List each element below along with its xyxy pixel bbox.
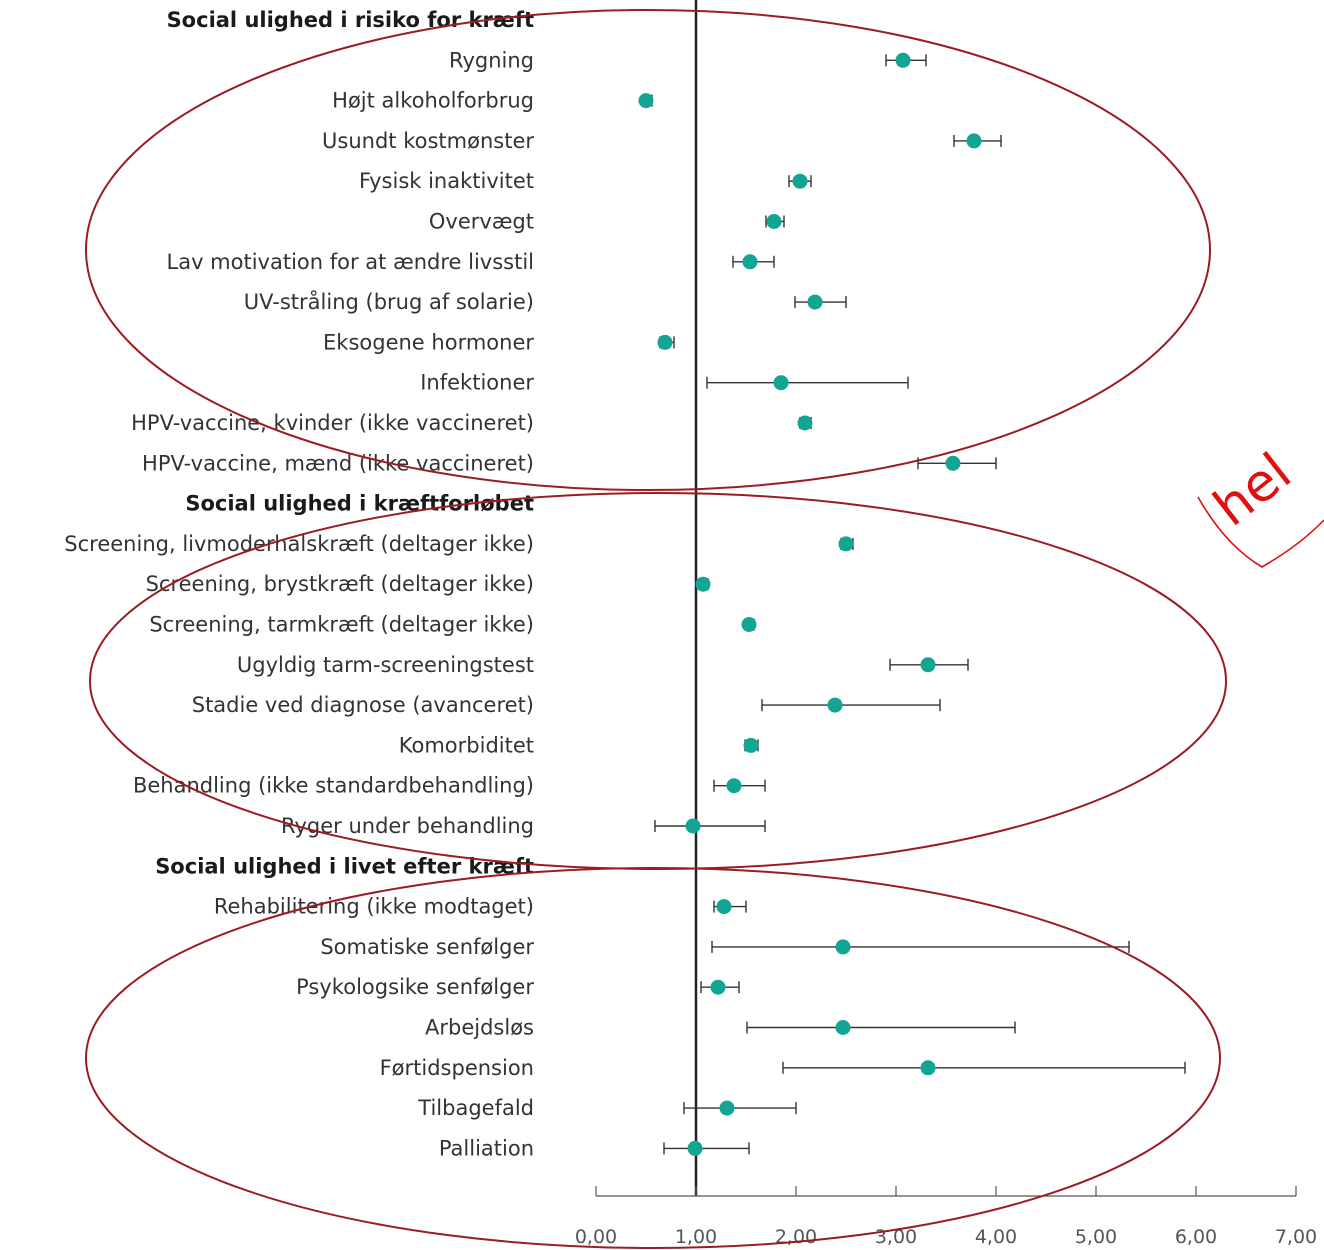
row-label: Arbejdsløs xyxy=(425,1016,534,1040)
ellipse-risk-group xyxy=(85,9,1211,491)
row-label: Rehabilitering (ikke modtaget) xyxy=(214,895,534,919)
estimate-point xyxy=(741,617,757,632)
estimate-point xyxy=(797,415,813,431)
ellipse-after-group xyxy=(85,867,1221,1249)
marks-layer xyxy=(638,52,1186,1156)
estimate-point xyxy=(773,375,789,391)
annotation-swoosh xyxy=(1197,496,1324,568)
row-label: Ryger under behandling xyxy=(281,814,534,838)
estimate-point xyxy=(835,939,851,955)
row-label: UV-stråling (brug af solarie) xyxy=(244,289,534,314)
x-tick-label: 5,00 xyxy=(1075,1226,1117,1248)
estimate-point xyxy=(638,93,654,109)
estimate-point xyxy=(743,737,759,753)
annotation-text: hel xyxy=(1203,442,1303,538)
row-label: Højt alkoholforbrug xyxy=(332,89,534,113)
estimate-point xyxy=(895,52,911,68)
x-tick-label: 1,00 xyxy=(675,1226,717,1248)
row-label: Fysisk inaktivitet xyxy=(359,169,534,193)
estimate-point xyxy=(966,133,982,149)
row-label: Tilbagefald xyxy=(417,1096,534,1120)
x-axis: 0,00 1,00 2,00 3,00 4,00 5,00 6,00 7,00 xyxy=(575,1186,1317,1248)
estimate-point xyxy=(827,697,843,713)
estimate-point xyxy=(945,455,961,471)
group-header: Social ulighed i risiko for kræft xyxy=(167,8,534,32)
x-tick-label: 0,00 xyxy=(575,1226,617,1248)
x-tick-label: 6,00 xyxy=(1175,1226,1217,1248)
row-label: Overvægt xyxy=(429,210,534,234)
estimate-point xyxy=(710,979,726,995)
group-header: Social ulighed i livet efter kræft xyxy=(155,854,534,878)
row-label: Usundt kostmønster xyxy=(322,129,534,153)
row-label: Eksogene hormoner xyxy=(323,330,534,354)
x-tick-label: 4,00 xyxy=(975,1226,1017,1248)
estimate-point xyxy=(920,1060,936,1076)
row-label: Lav motivation for at ændre livsstil xyxy=(167,250,534,274)
row-label: Stadie ved diagnose (avanceret) xyxy=(192,693,534,717)
estimate-point xyxy=(657,334,673,350)
row-label: Somatiske senfølger xyxy=(320,935,534,959)
estimate-point xyxy=(695,576,711,592)
row-label: HPV-vaccine, kvinder (ikke vaccineret) xyxy=(131,411,534,435)
row-label: HPV-vaccine, mænd (ikke vaccineret) xyxy=(142,451,534,475)
estimate-point xyxy=(719,1100,735,1116)
x-tick-label: 7,00 xyxy=(1275,1226,1317,1248)
row-label: Psykologsike senfølger xyxy=(296,975,534,999)
row-label: Palliation xyxy=(439,1136,534,1160)
row-label: Infektioner xyxy=(420,371,534,395)
estimate-point xyxy=(807,294,823,310)
estimate-point xyxy=(838,536,854,552)
estimate-point xyxy=(766,214,782,229)
row-label: Ugyldig tarm-screeningstest xyxy=(237,653,534,677)
rows-layer: Social ulighed i risiko for kræft Rygning… xyxy=(64,8,534,1160)
row-label: Førtidspension xyxy=(380,1056,534,1080)
estimate-point xyxy=(687,1140,703,1156)
row-label: Screening, brystkræft (deltager ikke) xyxy=(146,572,534,596)
estimate-point xyxy=(920,657,936,673)
row-label: Komorbiditet xyxy=(399,733,534,757)
row-label: Rygning xyxy=(449,48,534,72)
row-label: Screening, tarmkræft (deltager ikke) xyxy=(149,613,534,637)
estimate-point xyxy=(726,778,742,794)
estimate-point xyxy=(685,818,701,834)
estimate-point xyxy=(742,254,758,270)
estimate-point xyxy=(835,1020,851,1035)
group-header: Social ulighed i kræftforløbet xyxy=(185,492,534,516)
row-label: Behandling (ikke standardbehandling) xyxy=(133,774,534,798)
estimate-point xyxy=(716,899,732,915)
x-tick-label: 2,00 xyxy=(775,1226,817,1248)
estimate-point xyxy=(792,173,808,189)
